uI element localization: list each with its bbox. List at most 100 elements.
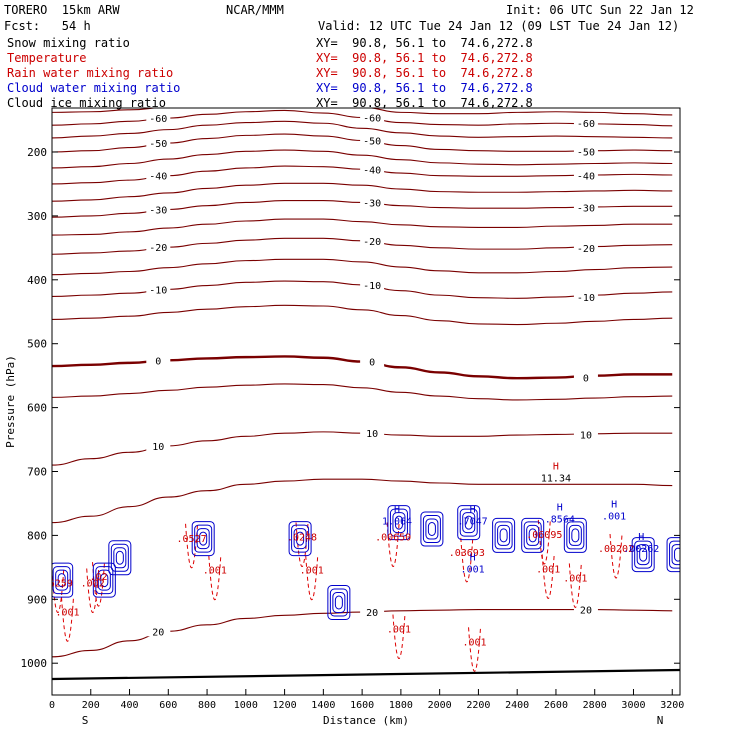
cloud-water-contour	[666, 537, 680, 573]
high-marker: H	[394, 505, 400, 516]
isotherm-label: -30	[149, 206, 167, 217]
cloud-water-contour	[566, 521, 585, 550]
isotherm-label: 0	[583, 374, 589, 385]
x-tick-label: 1000	[234, 700, 258, 711]
cloud-water-contour	[52, 562, 74, 598]
isotherm-label: -30	[363, 198, 381, 209]
isotherm-label: 10	[366, 429, 378, 440]
isotherm-5	[52, 383, 673, 401]
maximum-label: .7047	[458, 517, 488, 528]
isotherm-label-bg	[360, 163, 385, 175]
high-marker: H	[638, 532, 644, 543]
y-tick-label: 700	[27, 466, 47, 479]
isotherm-label: -70	[363, 90, 381, 101]
isotherm-label-bg	[573, 201, 598, 213]
cloud-water-contour	[389, 508, 408, 537]
cloud-water-contour	[422, 515, 441, 544]
rain-water-contour	[86, 568, 100, 614]
isotherm-label: 10	[580, 430, 592, 441]
cloud-water-contour	[464, 515, 473, 530]
cloud-water-contour	[387, 505, 411, 541]
cloud-water-contour	[288, 521, 312, 557]
cloud-water-contour	[108, 540, 132, 576]
cloud-water-contour	[459, 508, 478, 537]
y-tick-label: 200	[27, 146, 47, 159]
rain-water-label: .002	[81, 579, 105, 590]
x-axis-label: Distance (km)	[323, 714, 409, 727]
rain-water-label: .001	[300, 566, 324, 577]
cloud-water-contour	[427, 522, 436, 537]
cloud-water-contour	[425, 518, 439, 540]
cloud-water-contour	[634, 540, 653, 569]
rain-water-label: .06095	[526, 530, 562, 541]
cloud-water-contour	[332, 591, 346, 613]
isotherm-label: -10	[577, 293, 595, 304]
isotherm--15	[52, 258, 673, 276]
isotherm-label: -10	[363, 281, 381, 292]
isotherm-label: 20	[580, 606, 592, 617]
cloud-water-contour	[674, 547, 680, 562]
rain-water-contour	[185, 523, 199, 569]
cloud-water-contour	[420, 511, 444, 547]
isotherm-label: -50	[577, 147, 595, 158]
cloud-water-contour	[110, 543, 129, 572]
isotherm-label-bg	[360, 355, 385, 367]
isotherm--55	[52, 120, 673, 139]
x-tick-label: 800	[198, 700, 216, 711]
isotherm-label: -20	[363, 237, 381, 248]
isotherm-label: -70	[577, 92, 595, 103]
cloud-water-contour	[523, 521, 542, 550]
rain-water-contour	[305, 555, 319, 601]
rain-water-contour	[537, 519, 551, 565]
rain-water-label: .001	[387, 625, 411, 636]
isotherm-label-bg	[146, 203, 171, 215]
isotherm-label-bg	[360, 111, 385, 123]
x-tick-label: 1600	[350, 700, 374, 711]
isotherm-label: -70	[149, 92, 167, 103]
cloud-water-contour	[462, 512, 476, 534]
isotherm-label: -60	[149, 114, 167, 125]
xsection-cloud-ice: XY= 90.8, 56.1 to 74.6,272.8	[316, 96, 533, 110]
isotherm-label-bg	[574, 90, 598, 101]
rain-water-contour	[609, 533, 623, 579]
maximum-label: 11.34	[541, 474, 571, 485]
init-time: Init: 06 UTC Sun 22 Jan 12	[506, 3, 694, 17]
isotherm-label: -50	[363, 136, 381, 147]
isotherm-label: -50	[149, 139, 167, 150]
cloud-water-contour	[92, 562, 116, 598]
isotherm-label-bg	[146, 90, 170, 101]
isotherm-label-bg	[146, 625, 171, 637]
isotherm-label-bg	[573, 169, 598, 181]
isotherm--25	[52, 218, 673, 236]
cloud-water-contour	[291, 524, 310, 553]
rain-water-contour	[208, 555, 222, 601]
x-tick-label: 400	[120, 700, 138, 711]
isotherm--70	[52, 88, 672, 100]
isotherm-label-bg	[360, 278, 385, 290]
rain-water-contour	[295, 522, 309, 568]
isotherm-label: -40	[577, 172, 595, 183]
rain-water-contour	[568, 563, 582, 608]
rain-water-label: .02	[89, 572, 107, 583]
field-cloud-ice: Cloud ice mixing ratio	[7, 96, 166, 110]
cloud-water-contour	[671, 544, 680, 566]
y-tick-label: 1000	[21, 657, 48, 670]
field-cloud-water: Cloud water mixing ratio	[7, 81, 181, 95]
cloud-water-contour	[669, 540, 680, 569]
xsection-cloud-water: XY= 90.8, 56.1 to 74.6,272.8	[316, 81, 533, 95]
cloud-water-contour	[528, 528, 537, 543]
x-tick-label: 3000	[621, 700, 645, 711]
terrain-line	[52, 668, 680, 681]
cloud-water-contour	[334, 595, 343, 610]
x-tick-label: 2400	[505, 700, 529, 711]
y-tick-label: 900	[27, 593, 47, 606]
y-tick-label: 600	[27, 402, 47, 415]
endpoint-left-label: S	[82, 714, 89, 727]
rain-water-contour	[460, 537, 474, 583]
isotherm-15	[52, 478, 673, 524]
x-tick-label: 1400	[311, 700, 335, 711]
cloud-water-contour	[293, 528, 307, 550]
x-tick-label: 2000	[428, 700, 452, 711]
isotherm-label-bg	[573, 428, 598, 440]
isotherm-label: 0	[369, 358, 375, 369]
